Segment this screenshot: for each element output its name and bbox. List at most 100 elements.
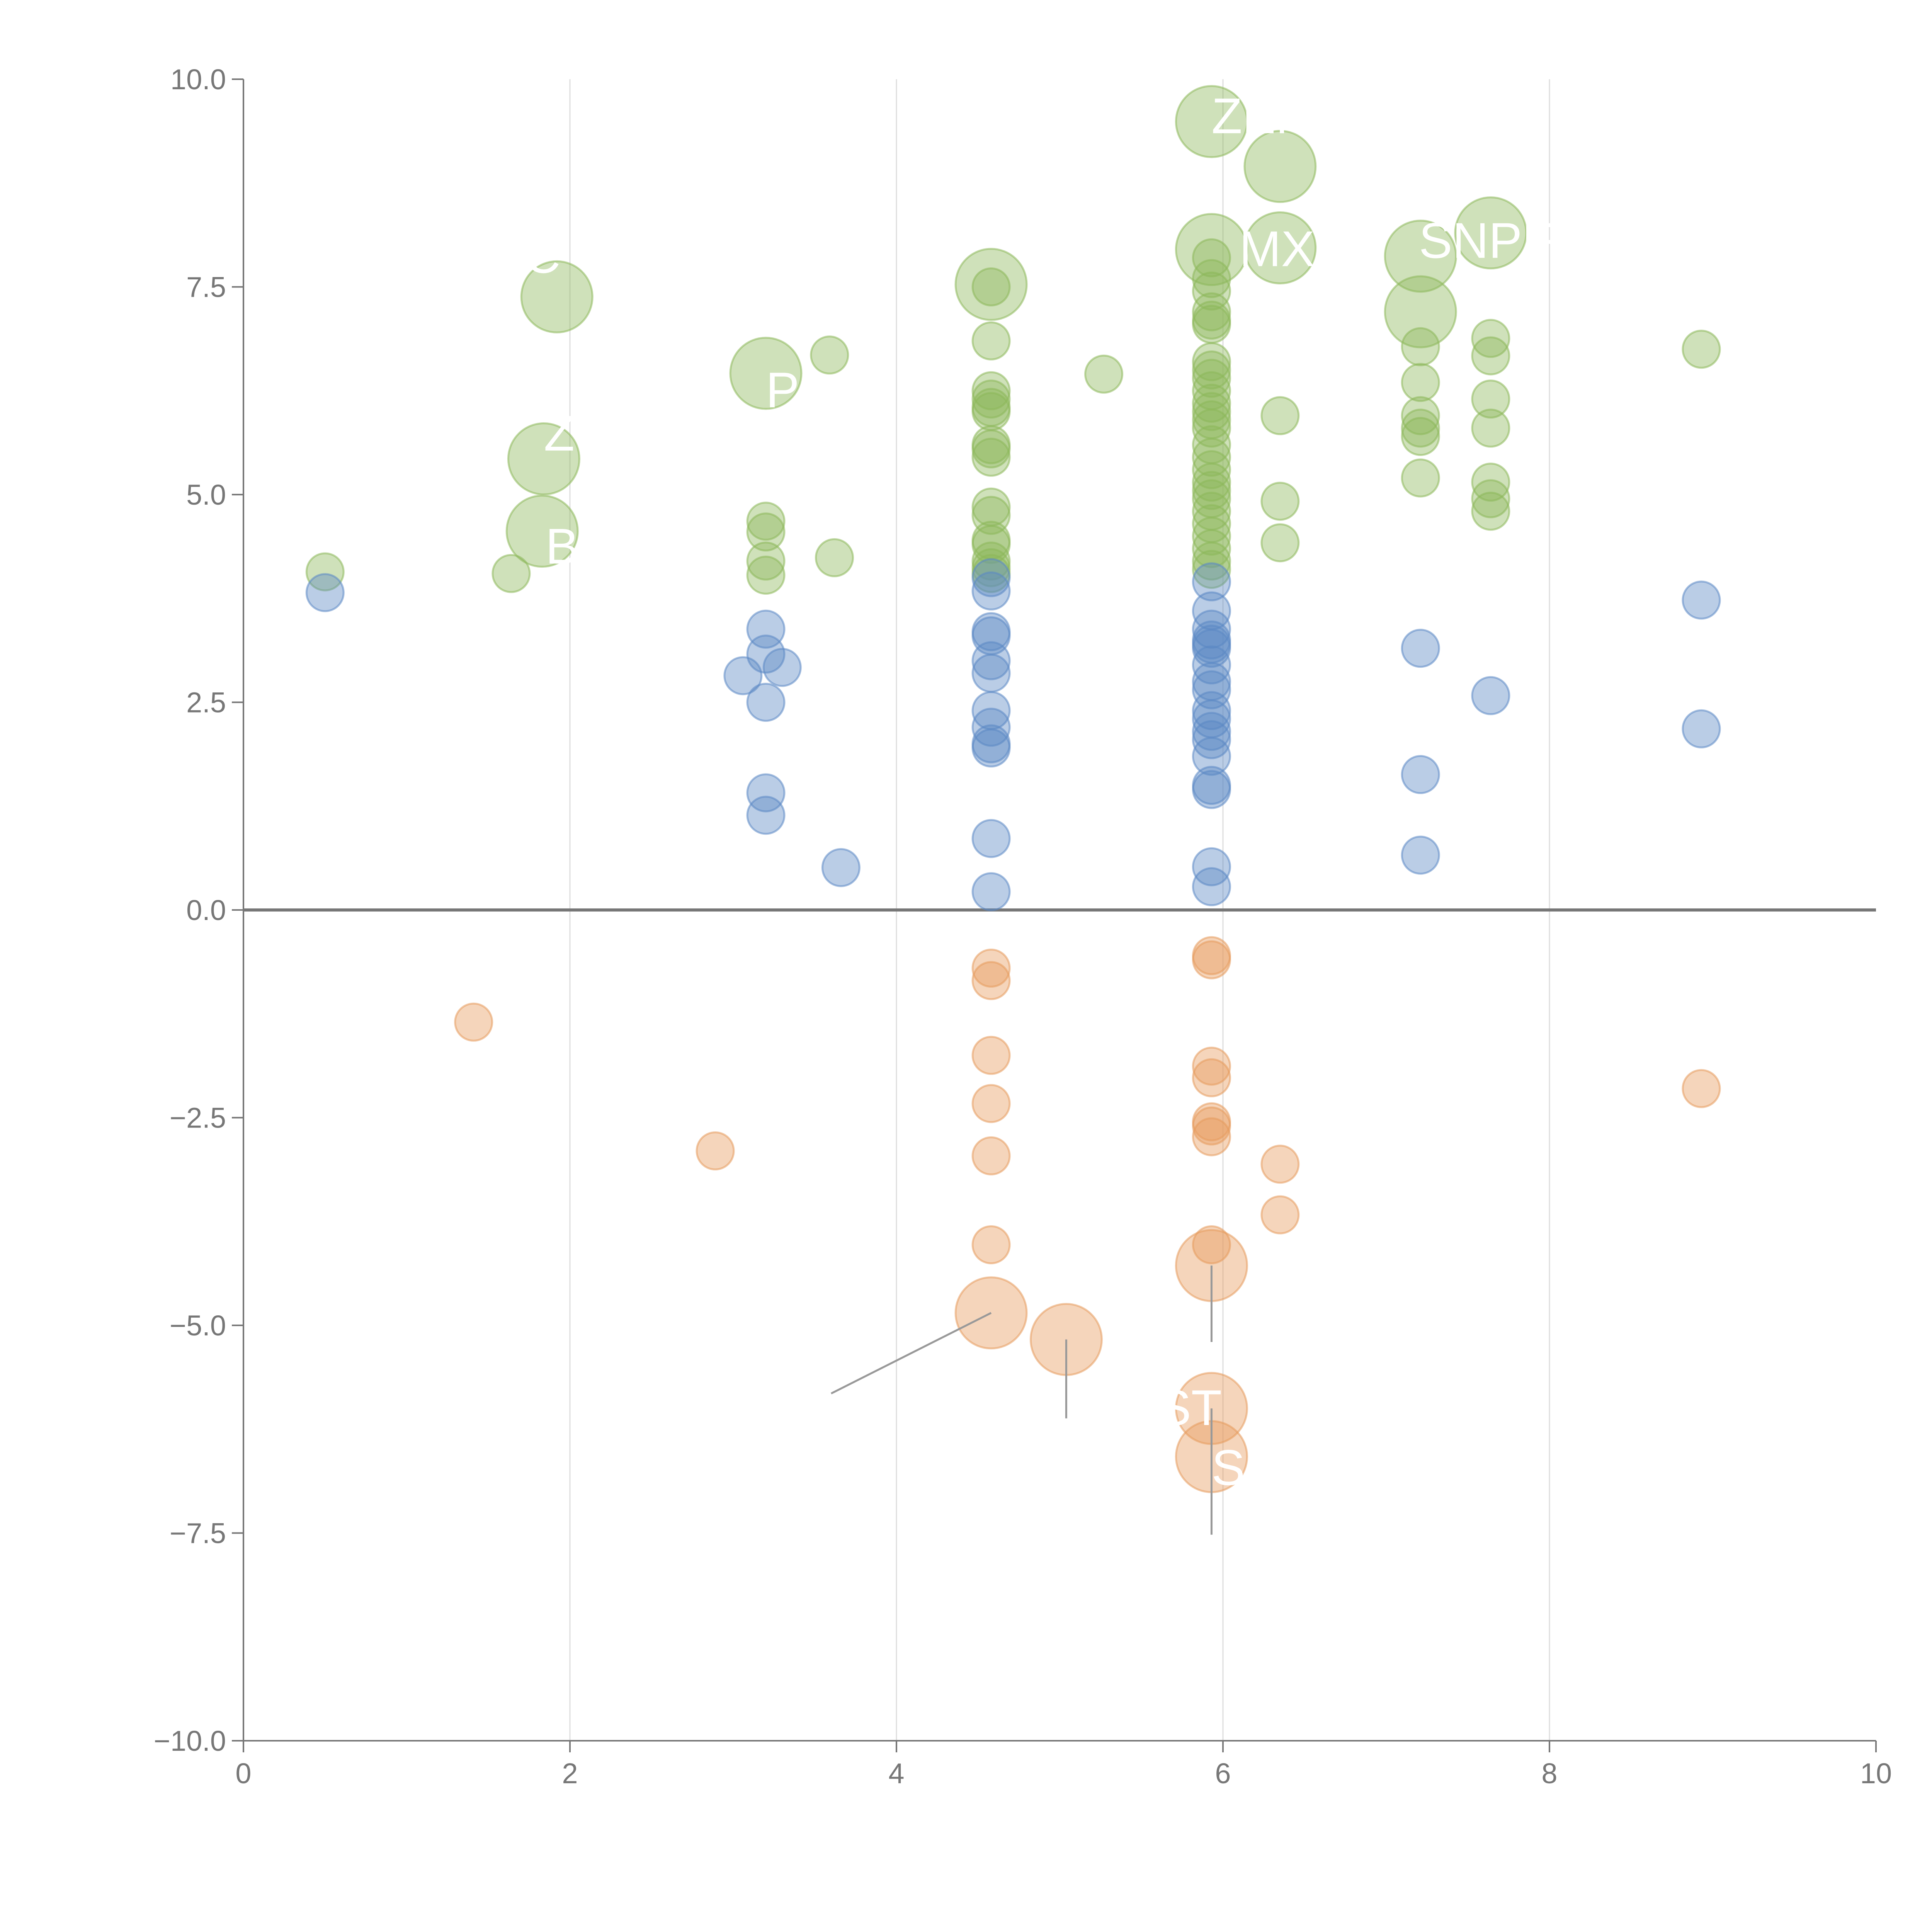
x-tick-label: 6 <box>1215 1757 1231 1789</box>
x-tick-label: 4 <box>888 1757 904 1789</box>
bubble-middle <box>1192 670 1231 709</box>
bubble-lower <box>1192 1117 1231 1156</box>
bubble-upper <box>520 260 594 333</box>
bubble-upper <box>1084 354 1124 394</box>
bubble-middle <box>1471 676 1510 715</box>
bubble-upper <box>1384 219 1457 293</box>
bubble-middle <box>305 573 345 612</box>
bubble-upper <box>729 337 803 410</box>
x-tick-label: 10 <box>1860 1757 1892 1789</box>
bubble-middle <box>971 641 1011 680</box>
bubble-upper <box>1401 363 1440 402</box>
point-label: P <box>766 362 799 418</box>
x-tick-label: 8 <box>1541 1757 1557 1789</box>
bubble-middle <box>1192 629 1231 668</box>
bubble-upper <box>1192 450 1231 489</box>
bubble-upper <box>507 422 580 496</box>
bubble-upper <box>971 525 1011 564</box>
bubble-upper <box>1471 479 1510 519</box>
y-tick-label: 0.0 <box>186 894 226 926</box>
bubble-upper <box>1471 336 1510 376</box>
point-label: SNPF <box>1419 212 1553 269</box>
bubble-lower <box>1260 1145 1300 1184</box>
leader-line <box>830 1312 992 1395</box>
x-tick-label: 0 <box>235 1757 251 1789</box>
bubble-upper <box>1471 379 1510 419</box>
bubble-upper <box>1260 481 1300 521</box>
x-tick-label: 2 <box>562 1757 578 1789</box>
bubble-lower <box>696 1131 735 1170</box>
bubble-middle <box>971 728 1011 768</box>
bubble-middle <box>746 634 786 674</box>
bubble-middle <box>1682 709 1721 748</box>
bubble-middle <box>1401 755 1440 794</box>
y-tick-label: −2.5 <box>170 1102 226 1134</box>
bubble-upper <box>1192 304 1231 344</box>
bubble-middle <box>746 796 786 835</box>
bubble-upper <box>954 248 1028 321</box>
bubble-lower <box>1192 1058 1231 1097</box>
y-tick-label: −5.0 <box>170 1310 226 1342</box>
bubble-upper <box>971 267 1011 306</box>
bubble-lower <box>971 1136 1011 1175</box>
bubble-lower <box>1260 1195 1300 1235</box>
bubble-upper <box>1192 392 1231 431</box>
y-tick-label: 10.0 <box>170 63 226 95</box>
bubble-upper <box>971 392 1011 431</box>
bubble-lower <box>971 1084 1011 1123</box>
bubble-lower <box>1682 1069 1721 1108</box>
bubble-upper <box>1192 550 1231 589</box>
y-tick-label: 7.5 <box>186 271 226 303</box>
point-label: Z <box>544 405 574 461</box>
bubble-lower <box>971 1225 1011 1264</box>
bubble-middle <box>1192 736 1231 776</box>
bubble-upper <box>971 371 1011 410</box>
bubble-upper <box>1471 319 1510 358</box>
bubble-lower <box>971 949 1011 988</box>
bubble-upper <box>971 437 1011 477</box>
bubble-upper <box>746 502 786 541</box>
bubble-middle <box>1401 629 1440 668</box>
bubble-upper <box>746 512 786 552</box>
bubble-upper <box>1192 292 1231 332</box>
bubble-middle <box>821 848 861 887</box>
bubble-middle <box>762 648 802 687</box>
bubble-upper <box>1401 417 1440 456</box>
bubble-upper <box>1401 396 1440 435</box>
bubble-upper <box>1192 541 1231 581</box>
y-tick-label: −7.5 <box>170 1517 226 1549</box>
bubble-upper <box>1682 330 1721 369</box>
bubble-upper <box>1192 342 1231 381</box>
bubble-middle <box>1192 562 1231 602</box>
y-tick-label: −10.0 <box>154 1725 226 1757</box>
y-tick-label: 5.0 <box>186 479 226 511</box>
bubble-upper <box>1471 463 1510 502</box>
bubble-upper <box>1384 275 1457 349</box>
bubble-middle <box>1192 867 1231 906</box>
bubble-upper <box>1192 259 1231 298</box>
bubble-middle <box>1401 835 1440 875</box>
bubble-middle <box>1192 847 1231 886</box>
bubble-middle <box>971 707 1011 747</box>
bubble-upper <box>1260 396 1300 435</box>
bubble-upper <box>1471 408 1510 448</box>
axes: −10.0 −7.5 −5.0 −2.5 0.0 2.5 5.0 7.5 10.0 0 2 4 6 8 10 <box>154 63 1892 1789</box>
bubble-upper <box>746 556 786 595</box>
bubble-upper <box>1401 458 1440 498</box>
bubble-middle <box>1192 770 1231 809</box>
bubble-middle <box>971 819 1011 858</box>
bubble-lower <box>454 1002 493 1042</box>
bubble-middle <box>1192 720 1231 759</box>
bubble-middle <box>971 571 1011 611</box>
bubble-middle <box>971 872 1011 912</box>
leader-lines <box>830 1265 1213 1535</box>
bubble-upper <box>305 552 345 592</box>
point-label: ZEN <box>1211 88 1312 144</box>
bubble-upper <box>1243 211 1317 284</box>
bubble-upper <box>1401 327 1440 366</box>
bubble-upper <box>971 429 1011 469</box>
bubble-upper <box>815 538 854 577</box>
bubble-upper <box>971 379 1011 419</box>
bubble-middle <box>971 558 1011 597</box>
